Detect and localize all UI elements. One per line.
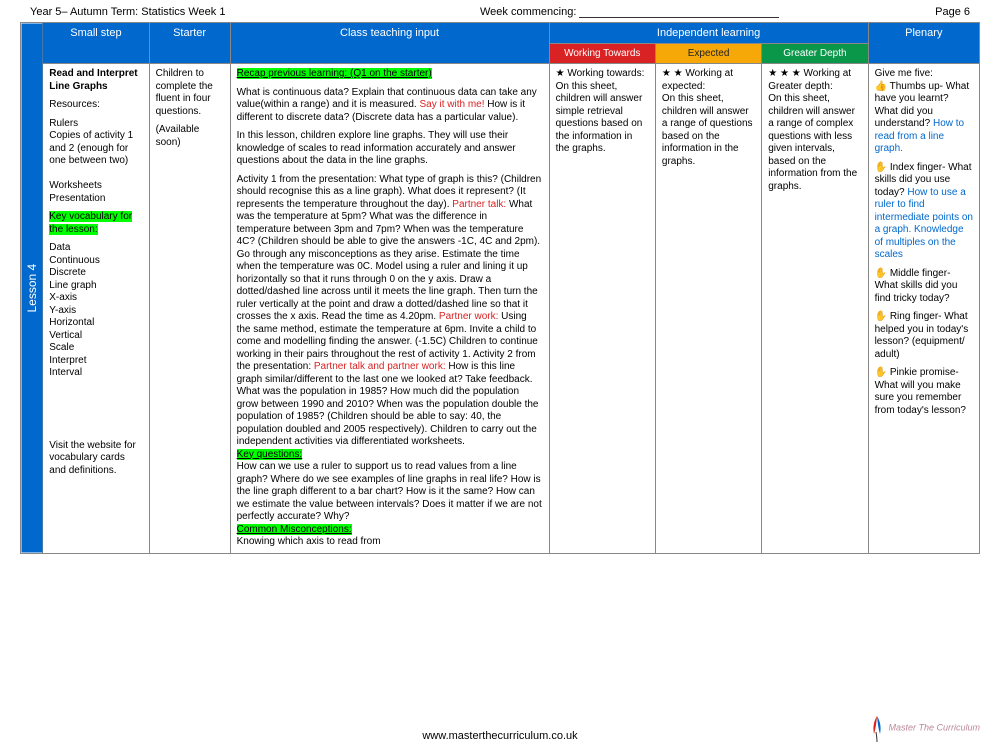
lesson-tab: Lesson 4	[21, 23, 43, 554]
key-questions-label: Key questions:	[237, 449, 303, 460]
starter-note: (Available soon)	[156, 124, 224, 149]
hand-icon: ✋	[875, 367, 887, 378]
cell-class-input: Recap previous learning: (Q1 on the star…	[230, 64, 549, 554]
subcol-wt: Working Towards	[549, 44, 655, 64]
header-title: Year 5– Autumn Term: Statistics Week 1	[30, 6, 380, 18]
hand-icon: ✋	[875, 311, 887, 322]
key-vocab-label: Key vocabulary for the lesson:	[49, 211, 132, 235]
star-icon: ★	[556, 68, 565, 79]
cell-small-step: Read and Interpret Line Graphs Resources…	[43, 64, 149, 554]
misconceptions: Knowing which axis to read from	[237, 536, 543, 549]
vocab-list: Data Continuous Discrete Line graph X-ax…	[49, 242, 142, 380]
small-step-title: Read and Interpret Line Graphs	[49, 68, 142, 93]
brand-logo: Master The Curriculum	[868, 714, 980, 742]
thumb-icon: 👍	[875, 81, 887, 92]
col-independent: Independent learning	[549, 23, 868, 44]
cell-wt: ★ Working towards:On this sheet, childre…	[549, 64, 655, 554]
vocab-footer: Visit the website for vocabulary cards a…	[49, 440, 142, 478]
input-p2: In this lesson, children explore line gr…	[237, 130, 543, 168]
header-page: Page 6	[830, 6, 970, 18]
footer-url: www.masterthecurriculum.co.uk	[0, 730, 1000, 742]
lesson-plan-table: Lesson 4 Small step Starter Class teachi…	[20, 22, 980, 554]
misconceptions-label: Common Misconceptions:	[237, 524, 352, 535]
resources-label: Resources:	[49, 99, 142, 112]
col-class-input: Class teaching input	[230, 23, 549, 64]
feather-icon	[868, 714, 886, 742]
key-questions: How can we use a ruler to support us to …	[237, 461, 543, 524]
cell-plenary: Give me five: 👍 Thumbs up- What have you…	[868, 64, 979, 554]
cell-gd: ★ ★ ★ Working at Greater depth:On this s…	[762, 64, 868, 554]
star-icon: ★ ★	[662, 68, 683, 79]
header-week: Week commencing:	[380, 6, 830, 18]
starter-text: Children to complete the fluent in four …	[156, 68, 224, 118]
col-starter: Starter	[149, 23, 230, 64]
plenary-intro: Give me five:	[875, 68, 973, 81]
resources: Rulers Copies of activity 1 and 2 (enoug…	[49, 118, 142, 206]
col-plenary: Plenary	[868, 23, 979, 64]
page-header: Year 5– Autumn Term: Statistics Week 1 W…	[0, 0, 1000, 22]
recap-label: Recap previous learning: (Q1 on the star…	[237, 68, 432, 79]
col-small-step: Small step	[43, 23, 149, 64]
subcol-gd: Greater Depth	[762, 44, 868, 64]
cell-ex: ★ ★ Working at expected:On this sheet, c…	[655, 64, 761, 554]
star-icon: ★ ★ ★	[768, 68, 800, 79]
hand-icon: ✋	[875, 268, 887, 279]
hand-icon: ✋	[875, 162, 887, 173]
subcol-ex: Expected	[655, 44, 761, 64]
cell-starter: Children to complete the fluent in four …	[149, 64, 230, 554]
week-blank	[579, 6, 779, 18]
